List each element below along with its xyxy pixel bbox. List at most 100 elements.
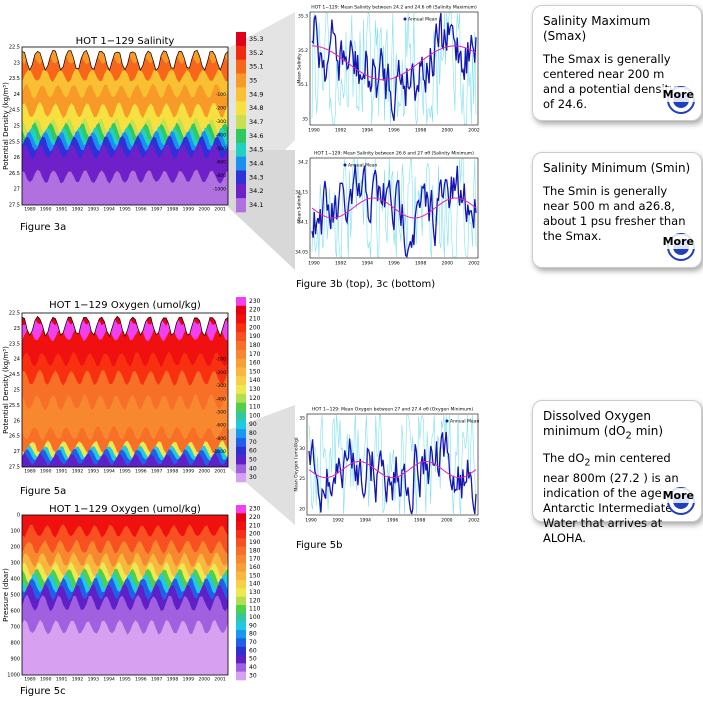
y-axis-label: Pressure (dbar)	[2, 568, 10, 622]
text: 2	[584, 457, 591, 469]
y-tick-label: 20	[299, 507, 305, 513]
x-tick-label: 1992	[332, 518, 344, 524]
depth-line	[311, 12, 477, 125]
y-tick-label: 24.5	[9, 372, 20, 378]
colorbar-label: 50	[249, 456, 257, 463]
y-tick-label: 500	[10, 593, 20, 599]
surface-line	[21, 49, 229, 72]
y-tick-label: 300	[10, 561, 20, 567]
mean-line	[311, 12, 477, 121]
more-button[interactable]: More	[661, 487, 695, 515]
colorbar-swatch	[236, 59, 246, 74]
colorbar-swatch	[236, 464, 246, 474]
x-tick-label: 1998	[414, 518, 426, 524]
mean-line	[311, 164, 477, 258]
colorbar-swatch	[236, 605, 246, 614]
right-tick-label: -200	[216, 370, 226, 376]
colorbar-swatch	[236, 521, 246, 531]
colorbar-swatch	[236, 411, 246, 421]
colorbar-swatch	[236, 437, 246, 448]
colorbar-label: 35.2	[249, 49, 263, 57]
colorbar-label: 200	[249, 324, 261, 331]
colorbar-label: 130	[249, 589, 261, 596]
x-tick-label: 1990	[40, 469, 52, 475]
x-tick-label: 1999	[183, 677, 195, 683]
colorbar-swatch	[236, 555, 246, 564]
colorbar-swatch	[236, 621, 246, 631]
colorbar-label: 70	[249, 639, 257, 646]
text: The dO	[543, 451, 585, 466]
colorbar-label: 35	[249, 76, 257, 84]
colorbar-swatch	[236, 305, 246, 315]
contour-band	[22, 169, 228, 205]
colorbar-swatch	[236, 198, 246, 213]
colorbar-label: 170	[249, 556, 261, 563]
colorbar-label: 110	[249, 404, 261, 411]
right-tick-label: -100	[216, 92, 226, 98]
info-body: The Smin is generally near 500 m and a26…	[543, 184, 691, 244]
y-tick-label: 800	[10, 641, 20, 647]
y-tick-label: 25	[14, 388, 20, 394]
colorbar-swatch	[236, 663, 246, 672]
x-tick-label: 1996	[135, 207, 147, 213]
right-tick-label: -100	[216, 357, 226, 363]
x-tick-label: 1996	[388, 128, 400, 134]
figure-caption: Figure 3a	[20, 222, 67, 233]
right-tick-label: -400	[216, 133, 226, 139]
surface-line	[21, 315, 229, 338]
colorbar-label: 110	[249, 606, 261, 613]
colorbar-swatch	[236, 332, 246, 342]
figure-title: HOT 1−129 Oxygen (umol/kg)	[49, 504, 201, 515]
right-tick-label: -300	[216, 383, 226, 389]
colorbar-label: 140	[249, 377, 261, 384]
colorbar-label: 230	[249, 298, 261, 305]
colorbar-swatch	[236, 588, 246, 597]
y-tick-label: 24	[14, 357, 20, 363]
colorbar-swatch	[236, 505, 246, 514]
colorbar-swatch	[236, 73, 246, 88]
more-label[interactable]: More	[661, 488, 695, 503]
colorbar-label: 34.1	[249, 201, 263, 209]
colorbar-label: 230	[249, 506, 261, 513]
colorbar-label: 160	[249, 564, 261, 571]
x-tick-label: 1996	[388, 261, 400, 267]
colorbar-label: 60	[249, 448, 257, 455]
colorbar-label: 120	[249, 395, 261, 402]
figure-title: HOT 1−129 Salinity	[76, 36, 175, 47]
x-tick-label: 2000	[441, 518, 453, 524]
colorbar-label: 100	[249, 412, 261, 419]
y-tick-label: 23.5	[9, 341, 20, 347]
y-tick-label: 35	[299, 416, 305, 422]
colorbar-label: 34.9	[249, 90, 263, 98]
colorbar-label: 34.2	[249, 187, 263, 195]
text: The Smin is generally near 500 m and a26…	[543, 184, 686, 243]
colorbar-swatch	[236, 655, 246, 664]
more-button[interactable]: More	[661, 233, 695, 261]
text: Salinity Maximum (Smax)	[543, 14, 651, 43]
x-tick-label: 1997	[151, 207, 163, 213]
y-tick-label: 27.5	[9, 465, 20, 471]
colorbar-label: 220	[249, 514, 261, 521]
colorbar-swatch	[236, 455, 246, 465]
more-label[interactable]: More	[661, 234, 695, 249]
y-tick-label: 27	[14, 187, 20, 193]
x-tick-label: 2001	[214, 207, 226, 213]
y-axis-label: Mean Salinity	[297, 192, 303, 223]
y-tick-label: 26.5	[9, 171, 20, 177]
more-label[interactable]: More	[661, 87, 695, 102]
figure-title: HOT 1−129 Oxygen (umol/kg)	[49, 300, 201, 311]
info-title: Salinity Maximum (Smax)	[543, 14, 691, 44]
y-tick-label: 22.5	[9, 45, 20, 51]
colorbar-label: 100	[249, 614, 261, 621]
plot-frame	[21, 312, 229, 468]
text: 2	[625, 430, 632, 442]
x-tick-label: 1999	[183, 469, 195, 475]
colorbar-swatch	[236, 638, 246, 647]
colorbar-label: 210	[249, 522, 261, 529]
info-box: Salinity Maximum (Smax) The Smax is gener…	[532, 5, 702, 121]
colorbar-label: 35.3	[249, 35, 263, 43]
more-button[interactable]: More	[661, 86, 695, 114]
colorbar-swatch	[236, 314, 246, 324]
